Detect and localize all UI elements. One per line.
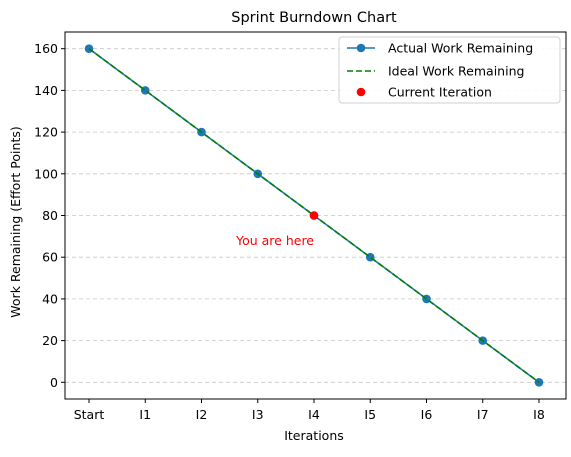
y-axis-label: Work Remaining (Effort Points)	[8, 126, 23, 317]
current-iteration-point	[309, 211, 319, 220]
x-tick-label: I7	[477, 407, 489, 422]
x-tick-label: I6	[421, 407, 433, 422]
y-tick-label: 20	[42, 333, 58, 348]
annotation-label: You are here	[235, 233, 314, 248]
x-tick-label: Start	[74, 407, 105, 422]
legend-label-ideal: Ideal Work Remaining	[388, 64, 524, 79]
x-tick-label: I2	[196, 407, 208, 422]
chart-title: Sprint Burndown Chart	[231, 10, 397, 26]
y-tick-label: 120	[34, 125, 58, 140]
x-axis-label: Iterations	[284, 428, 344, 443]
y-tick-label: 160	[34, 41, 58, 56]
y-tick-label: 40	[42, 291, 58, 306]
x-tick-label: I4	[308, 407, 320, 422]
y-tick-label: 0	[50, 375, 58, 390]
legend-swatch-actual-marker	[356, 43, 366, 53]
y-tick-label: 100	[34, 166, 58, 181]
x-tick-label: I5	[364, 407, 376, 422]
legend-swatch-current	[356, 87, 366, 97]
y-tick-label: 140	[34, 83, 58, 98]
legend-label-actual: Actual Work Remaining	[388, 41, 533, 56]
plot-area: You are here 0 20 40 60 80 100 120 140 160 Start I1…	[34, 31, 567, 422]
legend-label-current: Current Iteration	[388, 85, 492, 100]
y-tick-label: 80	[42, 208, 58, 223]
legend-box	[338, 36, 561, 104]
y-tick-label: 60	[42, 250, 58, 265]
x-tick-label: I8	[533, 407, 545, 422]
x-tick-label: I1	[139, 407, 151, 422]
x-tick-label: I3	[252, 407, 264, 422]
